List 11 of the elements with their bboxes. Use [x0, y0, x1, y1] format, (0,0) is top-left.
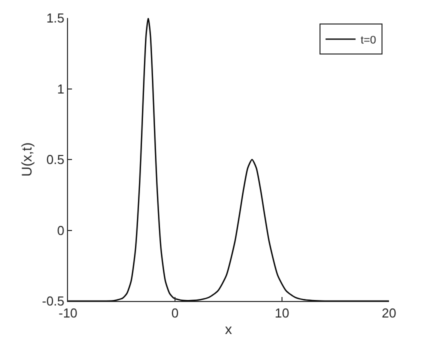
y-axis-title: U(x,t) — [18, 142, 35, 177]
y-tick-label: 1 — [57, 81, 64, 96]
y-tick-label: 0 — [57, 222, 64, 238]
legend-label: t=0 — [360, 34, 376, 46]
x-axis-title: x — [225, 320, 232, 337]
y-tick-label: 0.5 — [46, 152, 64, 168]
line-series — [68, 18, 389, 301]
x-tick-label: 10 — [274, 306, 290, 321]
x-tick-label: 0 — [171, 306, 179, 321]
y-tick-label: 1.5 — [46, 10, 64, 26]
x-tick-label: 20 — [382, 306, 396, 321]
